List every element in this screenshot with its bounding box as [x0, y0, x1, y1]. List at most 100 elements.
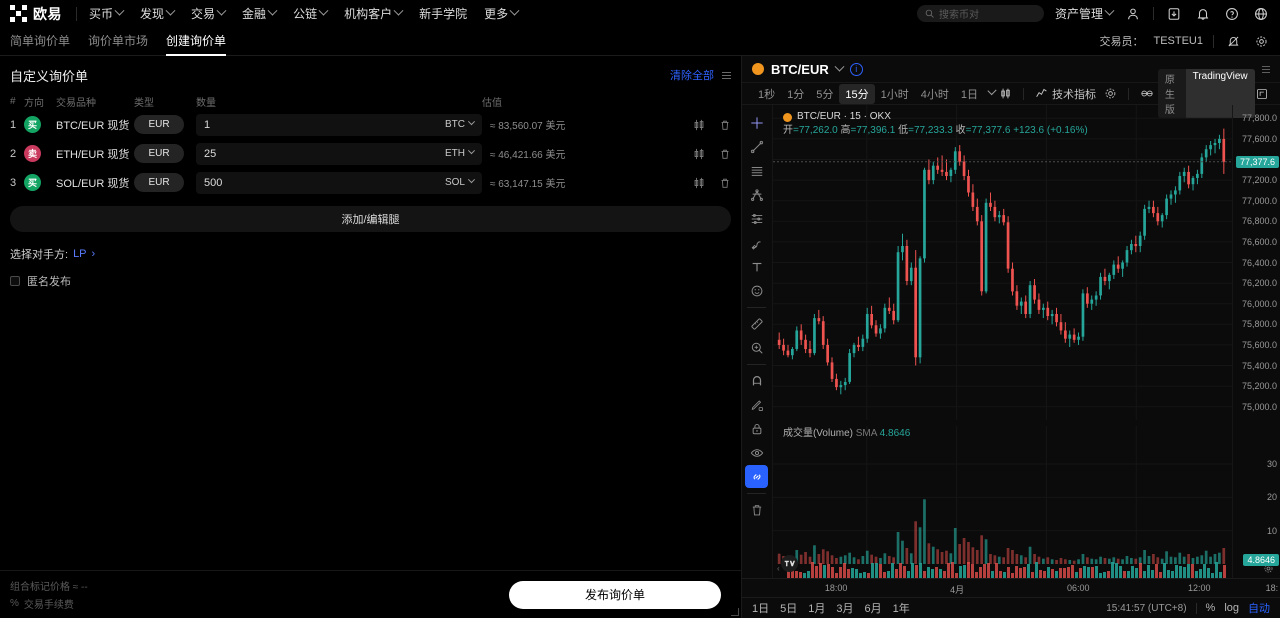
- row-type: EUR: [134, 115, 196, 134]
- range-5d[interactable]: 5日: [780, 600, 797, 616]
- nav-item-academy[interactable]: 新手学院: [419, 5, 467, 22]
- help-icon[interactable]: [1223, 5, 1241, 23]
- counterparty-value[interactable]: LP: [73, 248, 86, 260]
- quantity-input[interactable]: [204, 148, 445, 160]
- text-icon[interactable]: [745, 255, 768, 278]
- info-icon[interactable]: i: [850, 63, 863, 76]
- range-3mo[interactable]: 3月: [836, 600, 853, 616]
- pitchfork-icon[interactable]: [745, 183, 768, 206]
- tab-create-rfq[interactable]: 创建询价单: [166, 27, 226, 56]
- range-1mo[interactable]: 1月: [808, 600, 825, 616]
- delete-row-icon[interactable]: [719, 177, 731, 189]
- trash-icon[interactable]: [745, 498, 768, 521]
- nav-item-institutional[interactable]: 机构客户: [344, 5, 402, 22]
- globe-icon[interactable]: [1252, 5, 1270, 23]
- candlestick-icon[interactable]: [693, 148, 705, 160]
- brand-logo[interactable]: 欧易: [10, 4, 62, 24]
- clear-all-button[interactable]: 清除全部: [670, 67, 714, 83]
- nav-item-trade[interactable]: 交易: [191, 5, 225, 22]
- range-6mo[interactable]: 6月: [864, 600, 881, 616]
- chevron-down-icon[interactable]: [834, 61, 844, 71]
- price-axis[interactable]: 77,800.077,600.077,400.077,200.077,000.0…: [1232, 105, 1280, 578]
- zoom-in-icon[interactable]: [745, 336, 768, 359]
- percent-scale-toggle[interactable]: %: [1206, 602, 1216, 614]
- chart-plot-area[interactable]: BTC/EUR · 15 · OKX 开=77,262.0 高=77,396.1…: [773, 105, 1232, 578]
- nav-item-discover[interactable]: 发现: [140, 5, 174, 22]
- link-icon[interactable]: [745, 465, 768, 488]
- log-scale-toggle[interactable]: log: [1224, 602, 1239, 614]
- ruler-icon[interactable]: [745, 312, 768, 335]
- auto-scale-toggle[interactable]: 自动: [1248, 600, 1270, 616]
- chart-settings-icon[interactable]: [1100, 87, 1121, 100]
- timeframe-1d[interactable]: 1日: [955, 84, 984, 104]
- download-icon[interactable]: [1165, 5, 1183, 23]
- trend-line-icon[interactable]: [745, 135, 768, 158]
- tab-simple-rfq[interactable]: 简单询价单: [10, 27, 70, 56]
- quantity-field[interactable]: ETH: [196, 143, 482, 165]
- row-symbol-selector[interactable]: ETH/EUR 现货 ›: [56, 146, 134, 162]
- pencil-lock-icon[interactable]: [745, 393, 768, 416]
- quantity-input[interactable]: [204, 119, 445, 131]
- settings-icon[interactable]: [1252, 32, 1270, 50]
- magnet-icon[interactable]: [745, 369, 768, 392]
- timeframe-1h[interactable]: 1小时: [875, 84, 915, 104]
- candlestick-icon[interactable]: [693, 177, 705, 189]
- add-edit-leg-button[interactable]: 添加/编辑腿: [10, 206, 731, 232]
- type-pill[interactable]: EUR: [134, 144, 184, 163]
- timeframe-5m[interactable]: 5分: [810, 84, 839, 104]
- quantity-field[interactable]: SOL: [196, 172, 482, 194]
- chevron-right-icon[interactable]: ›: [92, 248, 96, 260]
- nav-item-chain[interactable]: 公链: [293, 5, 327, 22]
- nav-item-buy-crypto[interactable]: 买币: [89, 5, 123, 22]
- quantity-field[interactable]: BTC: [196, 114, 482, 136]
- row-symbol-selector[interactable]: BTC/EUR 现货 ›: [56, 117, 134, 133]
- publish-rfq-button[interactable]: 发布询价单: [509, 581, 721, 609]
- counterparty-row: 选择对手方: LP ›: [10, 246, 741, 262]
- compare-icon[interactable]: [1136, 87, 1158, 100]
- range-1y[interactable]: 1年: [893, 600, 910, 616]
- candlestick-icon[interactable]: [693, 119, 705, 131]
- row-direction[interactable]: 买: [24, 174, 56, 191]
- brush-icon[interactable]: [745, 231, 768, 254]
- unit-selector[interactable]: ETH: [445, 148, 474, 159]
- timeframe-1s[interactable]: 1秒: [752, 84, 781, 104]
- delete-row-icon[interactable]: [719, 119, 731, 131]
- crosshair-icon[interactable]: [745, 111, 768, 134]
- bell-icon[interactable]: [1194, 5, 1212, 23]
- type-pill[interactable]: EUR: [134, 173, 184, 192]
- chart-type-icon[interactable]: [995, 87, 1016, 100]
- horizontal-lines-icon[interactable]: [745, 159, 768, 182]
- fullscreen-icon[interactable]: [1255, 85, 1270, 103]
- bell-off-icon[interactable]: [1224, 32, 1242, 50]
- unit-selector[interactable]: BTC: [445, 119, 474, 130]
- chart-minimap[interactable]: [773, 561, 1232, 578]
- nav-item-more[interactable]: 更多: [484, 5, 518, 22]
- time-axis[interactable]: 18:00 4月 06:00 12:00 18:: [742, 578, 1280, 597]
- row-direction[interactable]: 买: [24, 116, 56, 133]
- quantity-input[interactable]: [204, 177, 445, 189]
- row-direction[interactable]: 卖: [24, 145, 56, 162]
- assets-management-menu[interactable]: 资产管理: [1055, 5, 1113, 22]
- user-icon[interactable]: [1124, 5, 1142, 23]
- eye-icon[interactable]: [745, 441, 768, 464]
- delete-row-icon[interactable]: [719, 148, 731, 160]
- lock-icon[interactable]: [745, 417, 768, 440]
- minimap-left-arrow-icon[interactable]: ‹: [777, 564, 780, 573]
- indicators-button[interactable]: 技术指标: [1031, 86, 1100, 102]
- resize-handle[interactable]: [731, 608, 739, 616]
- row-symbol-selector[interactable]: SOL/EUR 现货 ›: [56, 175, 134, 191]
- type-pill[interactable]: EUR: [134, 115, 184, 134]
- nav-item-finance[interactable]: 金融: [242, 5, 276, 22]
- search-input[interactable]: 搜索币对: [917, 5, 1044, 22]
- anonymous-publish-checkbox[interactable]: 匿名发布: [10, 273, 741, 289]
- drag-handle-icon[interactable]: [722, 72, 731, 79]
- unit-selector[interactable]: SOL: [445, 177, 474, 188]
- emoji-icon[interactable]: [745, 279, 768, 302]
- timeframe-1m[interactable]: 1分: [781, 84, 810, 104]
- range-1d[interactable]: 1日: [752, 600, 769, 616]
- tradingview-logo-icon[interactable]: [781, 555, 798, 572]
- timeframe-15m[interactable]: 15分: [839, 84, 874, 104]
- tab-rfq-market[interactable]: 询价单市场: [88, 27, 148, 56]
- fib-retracement-icon[interactable]: [745, 207, 768, 230]
- timeframe-4h[interactable]: 4小时: [915, 84, 955, 104]
